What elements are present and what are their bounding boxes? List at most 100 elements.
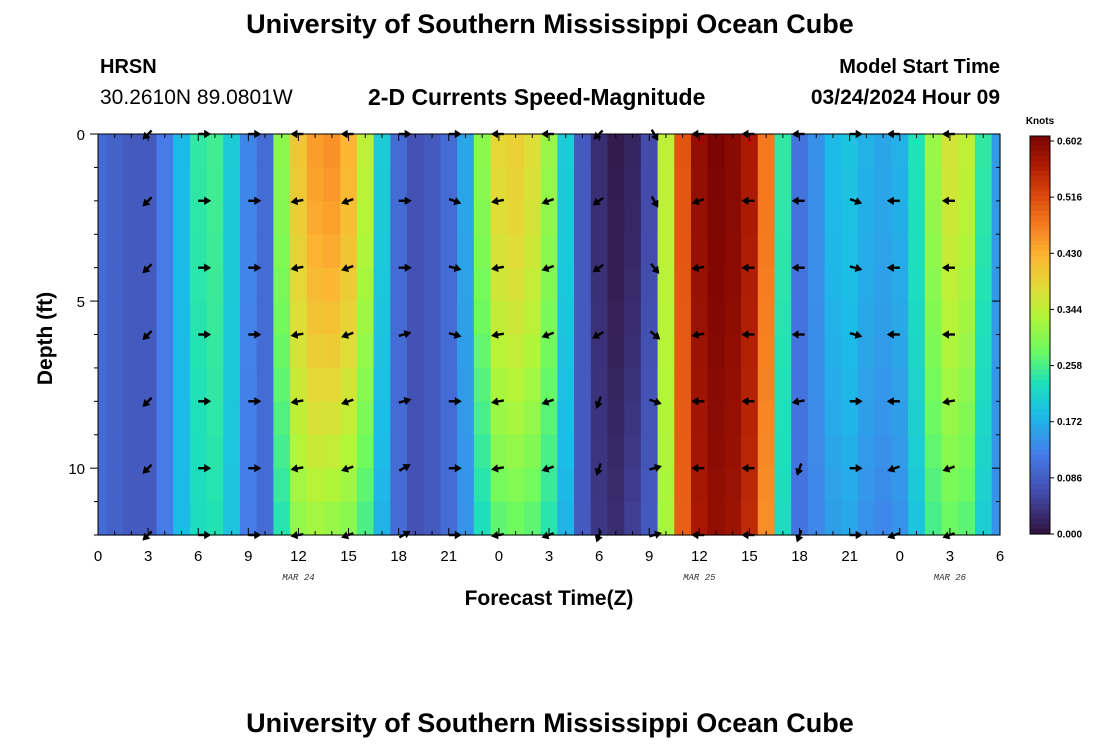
colorbar-segment	[1030, 424, 1050, 431]
heatmap-cell	[139, 334, 158, 369]
heatmap-cell	[139, 468, 158, 503]
heatmap-cell	[239, 367, 258, 402]
colorbar-segment	[1030, 529, 1050, 535]
heatmap-cell	[223, 501, 241, 536]
heatmap-cell	[98, 468, 107, 503]
heatmap-cell	[340, 401, 358, 436]
current-vector-arrow	[741, 397, 755, 406]
heatmap-cell	[323, 200, 341, 235]
heatmap-cell	[98, 134, 107, 169]
heatmap-cell	[256, 167, 274, 202]
heatmap-cell	[306, 434, 325, 469]
heatmap-cell	[757, 267, 776, 302]
page-title: University of Southern Mississippi Ocean…	[246, 9, 854, 39]
heatmap-cell	[139, 401, 158, 436]
heatmap-cell	[674, 434, 692, 469]
colorbar-segment	[1030, 255, 1050, 261]
heatmap-cell	[774, 501, 792, 536]
current-vector-arrow	[448, 397, 462, 406]
colorbar-segment	[1030, 140, 1050, 147]
heatmap-cell	[774, 468, 792, 503]
heatmap-cell	[457, 167, 475, 202]
colorbar-segment	[1030, 439, 1050, 446]
heatmap-cell	[407, 200, 425, 235]
current-vector-arrow	[198, 196, 212, 205]
heatmap-cell	[590, 367, 609, 402]
current-vector-arrow	[541, 264, 555, 272]
x-tick-label: 3	[144, 548, 152, 565]
heatmap-cell	[356, 401, 375, 436]
heatmap-cell	[156, 267, 174, 302]
colorbar-segment	[1030, 509, 1050, 515]
heatmap-cell	[657, 401, 675, 436]
heatmap-cell	[958, 334, 976, 369]
current-vector-arrow	[886, 397, 900, 406]
current-vector-arrow	[791, 263, 805, 272]
heatmap-cell	[373, 134, 391, 169]
heatmap-cell	[841, 134, 859, 169]
x-tick-label: 15	[340, 548, 357, 565]
heatmap-cell	[824, 234, 842, 269]
heatmap-cell	[239, 234, 258, 269]
colorbar-segment	[1030, 290, 1050, 296]
heatmap-cell	[874, 367, 893, 402]
current-vector-arrow	[491, 464, 505, 473]
current-vector-arrow	[290, 397, 304, 406]
heatmap-cell	[991, 401, 1001, 436]
colorbar-tick-label: 0.172	[1057, 417, 1082, 428]
heatmap-cell	[273, 468, 291, 503]
heatmap-cell	[457, 200, 475, 235]
heatmap-cell	[807, 401, 826, 436]
heatmap-cell	[457, 334, 475, 369]
colorbar-segment	[1030, 339, 1050, 346]
heatmap-cell	[407, 267, 425, 302]
heatmap-cell	[106, 167, 124, 202]
heatmap-cell	[206, 501, 224, 536]
heatmap-cell	[490, 334, 508, 369]
heatmap-cell	[657, 234, 675, 269]
heatmap-cell	[323, 401, 341, 436]
heatmap-cell	[624, 134, 642, 169]
colorbar-segment	[1030, 489, 1050, 495]
heatmap-cell	[791, 367, 809, 402]
current-vector-arrow	[248, 196, 262, 205]
heatmap-cell	[373, 267, 391, 302]
heatmap-cell	[774, 334, 792, 369]
current-vector-arrow	[491, 263, 505, 273]
heatmap-cell	[156, 434, 174, 469]
colorbar-segment	[1030, 484, 1050, 490]
heatmap-cell	[741, 267, 759, 302]
current-vector-arrow	[849, 397, 863, 406]
heatmap-cell	[340, 134, 358, 169]
heatmap-cell	[958, 234, 976, 269]
heatmap-cell	[941, 334, 959, 369]
heatmap-cell	[607, 501, 625, 536]
heatmap-cell	[290, 200, 308, 235]
heatmap-cell	[373, 234, 391, 269]
heatmap-cell	[640, 301, 659, 336]
x-tick-label: 0	[495, 548, 503, 565]
heatmap-cell	[958, 401, 976, 436]
heatmap-cell	[223, 267, 241, 302]
heatmap-cell	[574, 167, 592, 202]
colorbar-segment	[1030, 215, 1050, 222]
heatmap-cell	[540, 367, 558, 402]
current-vector-arrow	[142, 330, 153, 341]
heatmap-cell	[824, 434, 842, 469]
colorbar-segment	[1030, 384, 1050, 391]
colorbar-segment	[1030, 394, 1050, 401]
heatmap-cell	[941, 200, 959, 235]
heatmap-cell	[891, 267, 909, 302]
heatmap-cell	[958, 267, 976, 302]
heatmap-cell	[156, 334, 174, 369]
heatmap-cell	[206, 234, 224, 269]
heatmap-cell	[123, 167, 141, 202]
heatmap-cell	[98, 501, 107, 536]
heatmap-cell	[590, 301, 609, 336]
heatmap-cell	[774, 301, 792, 336]
heatmap-cell	[123, 367, 141, 402]
colorbar-tick-label: 0.344	[1057, 305, 1082, 316]
heatmap-cell	[373, 468, 391, 503]
colorbar-tick-label: 0.258	[1057, 361, 1082, 372]
heatmap-cell	[824, 167, 842, 202]
